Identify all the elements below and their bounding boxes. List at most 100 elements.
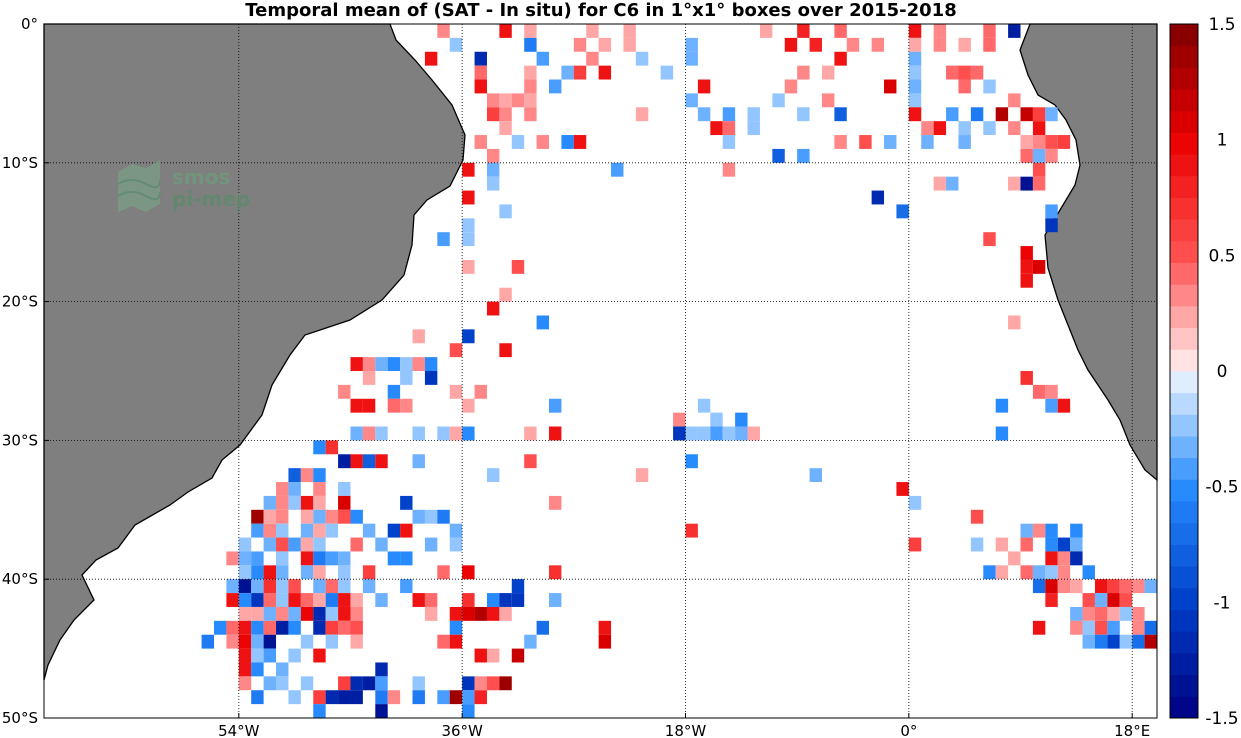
heatmap-cell [933,176,947,191]
heatmap-cell [486,148,500,163]
colorbar-segment [1170,240,1198,263]
heatmap-cell [400,551,413,566]
heatmap-cell [449,690,463,705]
smos-pi-mep-logo: smos pi-mep [117,160,250,212]
heatmap-cell [424,51,438,66]
heatmap-cell [635,468,649,483]
heatmap-cell [486,676,500,691]
heatmap-cell [400,371,413,385]
heatmap-cell [462,426,475,441]
heatmap-cell [251,606,264,621]
heatmap-cell [499,593,512,607]
heatmap-cell [1020,371,1033,385]
heatmap-cell [511,579,525,594]
heatmap-cell [338,454,351,469]
heatmap-cell [387,551,401,566]
heatmap-cell [276,565,289,580]
colorbar-tick-label: -1 [1214,593,1231,613]
heatmap-cell [350,606,363,621]
heatmap-cell [685,454,698,469]
heatmap-cell [486,301,500,316]
heatmap-cell [1020,148,1033,163]
colorbar-segment [1170,219,1198,242]
heatmap-cell [933,37,947,52]
heatmap-cell [350,690,363,705]
y-axis: 0° 10°S 20°S 30°S 40°S 50°S [2,15,49,727]
heatmap-cell [946,176,959,191]
heatmap-cell [251,690,264,705]
heatmap-cell [325,523,339,538]
heatmap-cell [809,468,822,483]
heatmap-cell [263,606,277,621]
heatmap-cell [276,606,289,621]
heatmap-cell [1094,634,1108,649]
heatmap-cell [288,468,301,483]
heatmap-cell [908,51,922,66]
heatmap-cell [313,690,326,705]
heatmap-cell [1107,634,1120,649]
heatmap-cell [908,107,922,122]
heatmap-cell [685,93,698,108]
heatmap-cell [251,593,264,607]
heatmap-cell [449,523,463,538]
colorbar-segment [1170,544,1198,567]
colorbar-segment [1170,327,1198,350]
logo-text-smos: smos [172,165,230,189]
heatmap-cell [313,440,326,455]
heatmap-cell [958,135,971,149]
heatmap-cell [511,93,525,108]
heatmap-cell [375,454,388,469]
heatmap-cell [486,93,500,108]
heatmap-cell [933,24,947,38]
heatmap-cell [598,620,612,635]
colorbar-segment [1170,371,1198,394]
heatmap-cell [561,65,574,80]
heatmap-cell [524,24,537,38]
colorbar-segment [1170,457,1198,480]
heatmap-cell [412,690,425,705]
heatmap-cell [276,620,289,635]
heatmap-cell [462,329,475,344]
heatmap-cell [375,537,388,552]
heatmap-cell [834,107,847,122]
heatmap-cell [1032,135,1046,149]
y-tick-label: 0° [21,15,38,33]
heatmap-cell [784,37,798,52]
heatmap-cell [983,24,996,38]
heatmap-cell [1008,315,1021,330]
heatmap-cell [1045,523,1058,538]
heatmap-cell [375,662,388,677]
colorbar-segment [1170,652,1198,676]
y-tick-label: 30°S [2,431,38,449]
heatmap-cell [685,51,698,66]
heatmap-cell [238,537,252,552]
heatmap-cell [362,565,376,580]
heatmap-cell [338,509,351,524]
heatmap-cell [251,551,264,566]
heatmap-cell [1008,93,1021,108]
heatmap-cell [288,620,301,635]
x-tick-label: 18°W [665,722,707,738]
heatmap-cell [238,606,252,621]
heatmap-cell [1020,259,1033,274]
colorbar-tick-label: 0 [1217,362,1228,382]
heatmap-cell [350,426,363,441]
heatmap-cell [412,593,425,607]
heatmap-cell [1032,620,1046,635]
heatmap-cell [573,65,587,80]
heatmap-cell [486,162,500,177]
heatmap-cell [350,357,363,371]
heatmap-cell [499,204,512,219]
heatmap-cell [573,37,587,52]
heatmap-cell [1094,579,1108,594]
heatmap-cell [722,135,736,149]
heatmap-cell [226,579,239,594]
heatmap-cell [313,648,326,663]
heatmap-cell [462,398,475,413]
colorbar-segment [1170,24,1198,47]
heatmap-cell [1045,551,1058,566]
heatmap-cell [424,357,438,371]
plot-frame [43,23,1158,719]
heatmap-cell [995,565,1009,580]
heatmap-cell [325,690,339,705]
